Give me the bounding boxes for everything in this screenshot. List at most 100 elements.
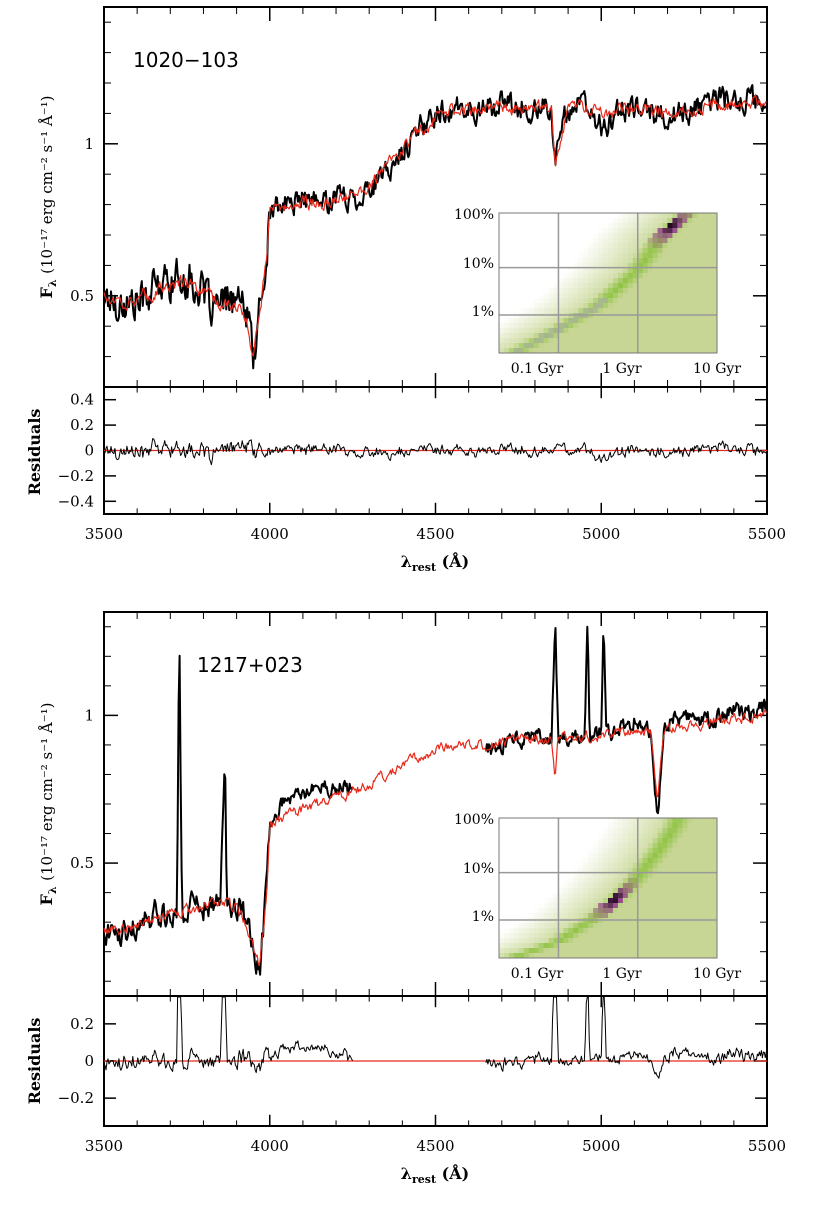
density-cell — [612, 328, 619, 334]
density-cell — [593, 233, 599, 239]
density-cell — [543, 883, 549, 889]
density-cell — [543, 863, 549, 869]
density-cell — [627, 223, 634, 229]
density-cell — [697, 953, 703, 959]
density-cell — [523, 258, 530, 264]
density-cell — [667, 828, 673, 834]
density-cell — [593, 843, 599, 849]
density-cell — [563, 818, 569, 824]
density-cell — [538, 908, 544, 914]
density-cell — [667, 223, 673, 229]
density-cell — [612, 828, 619, 834]
density-cell — [627, 868, 634, 874]
density-cell — [499, 348, 505, 354]
density-cell — [553, 863, 559, 869]
density-cell — [588, 943, 594, 949]
density-cell — [637, 258, 644, 264]
density-cell — [652, 238, 658, 244]
density-cell — [598, 823, 604, 829]
density-cell — [593, 333, 599, 339]
density-cell — [647, 323, 653, 329]
density-cell — [518, 248, 525, 254]
density-cell — [508, 933, 515, 939]
density-cell — [528, 938, 535, 944]
density-cell — [702, 858, 708, 864]
density-cell — [657, 853, 663, 859]
density-cell — [603, 348, 609, 354]
density-cell — [647, 263, 653, 269]
density-cell — [677, 278, 683, 284]
density-cell — [513, 903, 520, 909]
density-cell — [538, 278, 544, 284]
density-cell — [662, 828, 668, 834]
density-cell — [598, 328, 604, 334]
density-cell — [558, 853, 564, 859]
density-cell — [518, 298, 525, 304]
density-cell — [622, 338, 629, 344]
density-cell — [583, 223, 589, 229]
density-cell — [667, 218, 673, 224]
density-cell — [538, 898, 544, 904]
density-cell — [518, 913, 525, 919]
density-cell — [598, 323, 604, 329]
density-cell — [637, 913, 644, 919]
density-cell — [692, 933, 698, 939]
density-cell — [702, 238, 708, 244]
density-cell — [697, 878, 703, 884]
density-cell — [573, 848, 579, 854]
density-cell — [568, 833, 574, 839]
density-cell — [598, 913, 604, 919]
density-cell — [553, 928, 559, 934]
density-cell — [617, 243, 624, 249]
density-cell — [608, 953, 614, 959]
density-cell — [583, 298, 589, 304]
wavelength-ticks: 3500 4000 4500 5000 5500 — [85, 612, 786, 1155]
density-cell — [647, 303, 653, 309]
density-cell — [583, 953, 589, 959]
density-cell — [538, 338, 544, 344]
density-cell — [677, 283, 683, 289]
density-cell — [568, 263, 574, 269]
density-cell — [647, 868, 653, 874]
density-cell — [652, 933, 658, 939]
density-cell — [702, 338, 708, 344]
density-cell — [657, 838, 663, 844]
density-cell — [578, 833, 584, 839]
density-cell — [632, 213, 639, 219]
density-cell — [578, 323, 584, 329]
density-cell — [652, 943, 658, 949]
density-cell — [627, 258, 634, 264]
density-cell — [573, 243, 579, 249]
density-cell — [538, 938, 544, 944]
density-cell — [513, 273, 520, 279]
density-cell — [528, 238, 535, 244]
density-cell — [637, 318, 644, 324]
density-cell — [583, 828, 589, 834]
inset-frame — [498, 212, 718, 354]
density-cell — [627, 843, 634, 849]
density-cell — [712, 868, 718, 874]
density-cell — [608, 848, 614, 854]
density-cell — [622, 878, 629, 884]
density-cell — [528, 243, 535, 249]
density-cell — [652, 263, 658, 269]
density-cell — [612, 853, 619, 859]
density-cell — [543, 873, 549, 879]
density-cell — [642, 248, 649, 254]
density-cell — [652, 928, 658, 934]
density-cell — [533, 228, 540, 234]
density-cell — [499, 238, 505, 244]
density-cell — [538, 288, 544, 294]
density-cell — [553, 893, 559, 899]
density-cell — [682, 828, 688, 834]
density-cell — [637, 238, 644, 244]
density-cell — [687, 823, 693, 829]
density-cell — [503, 308, 510, 314]
density-cell — [603, 843, 609, 849]
density-cell — [697, 828, 703, 834]
density-cell — [578, 278, 584, 284]
density-cell — [707, 228, 713, 234]
density-cell — [677, 343, 683, 349]
density-cell — [563, 858, 569, 864]
density-cell — [533, 273, 540, 279]
